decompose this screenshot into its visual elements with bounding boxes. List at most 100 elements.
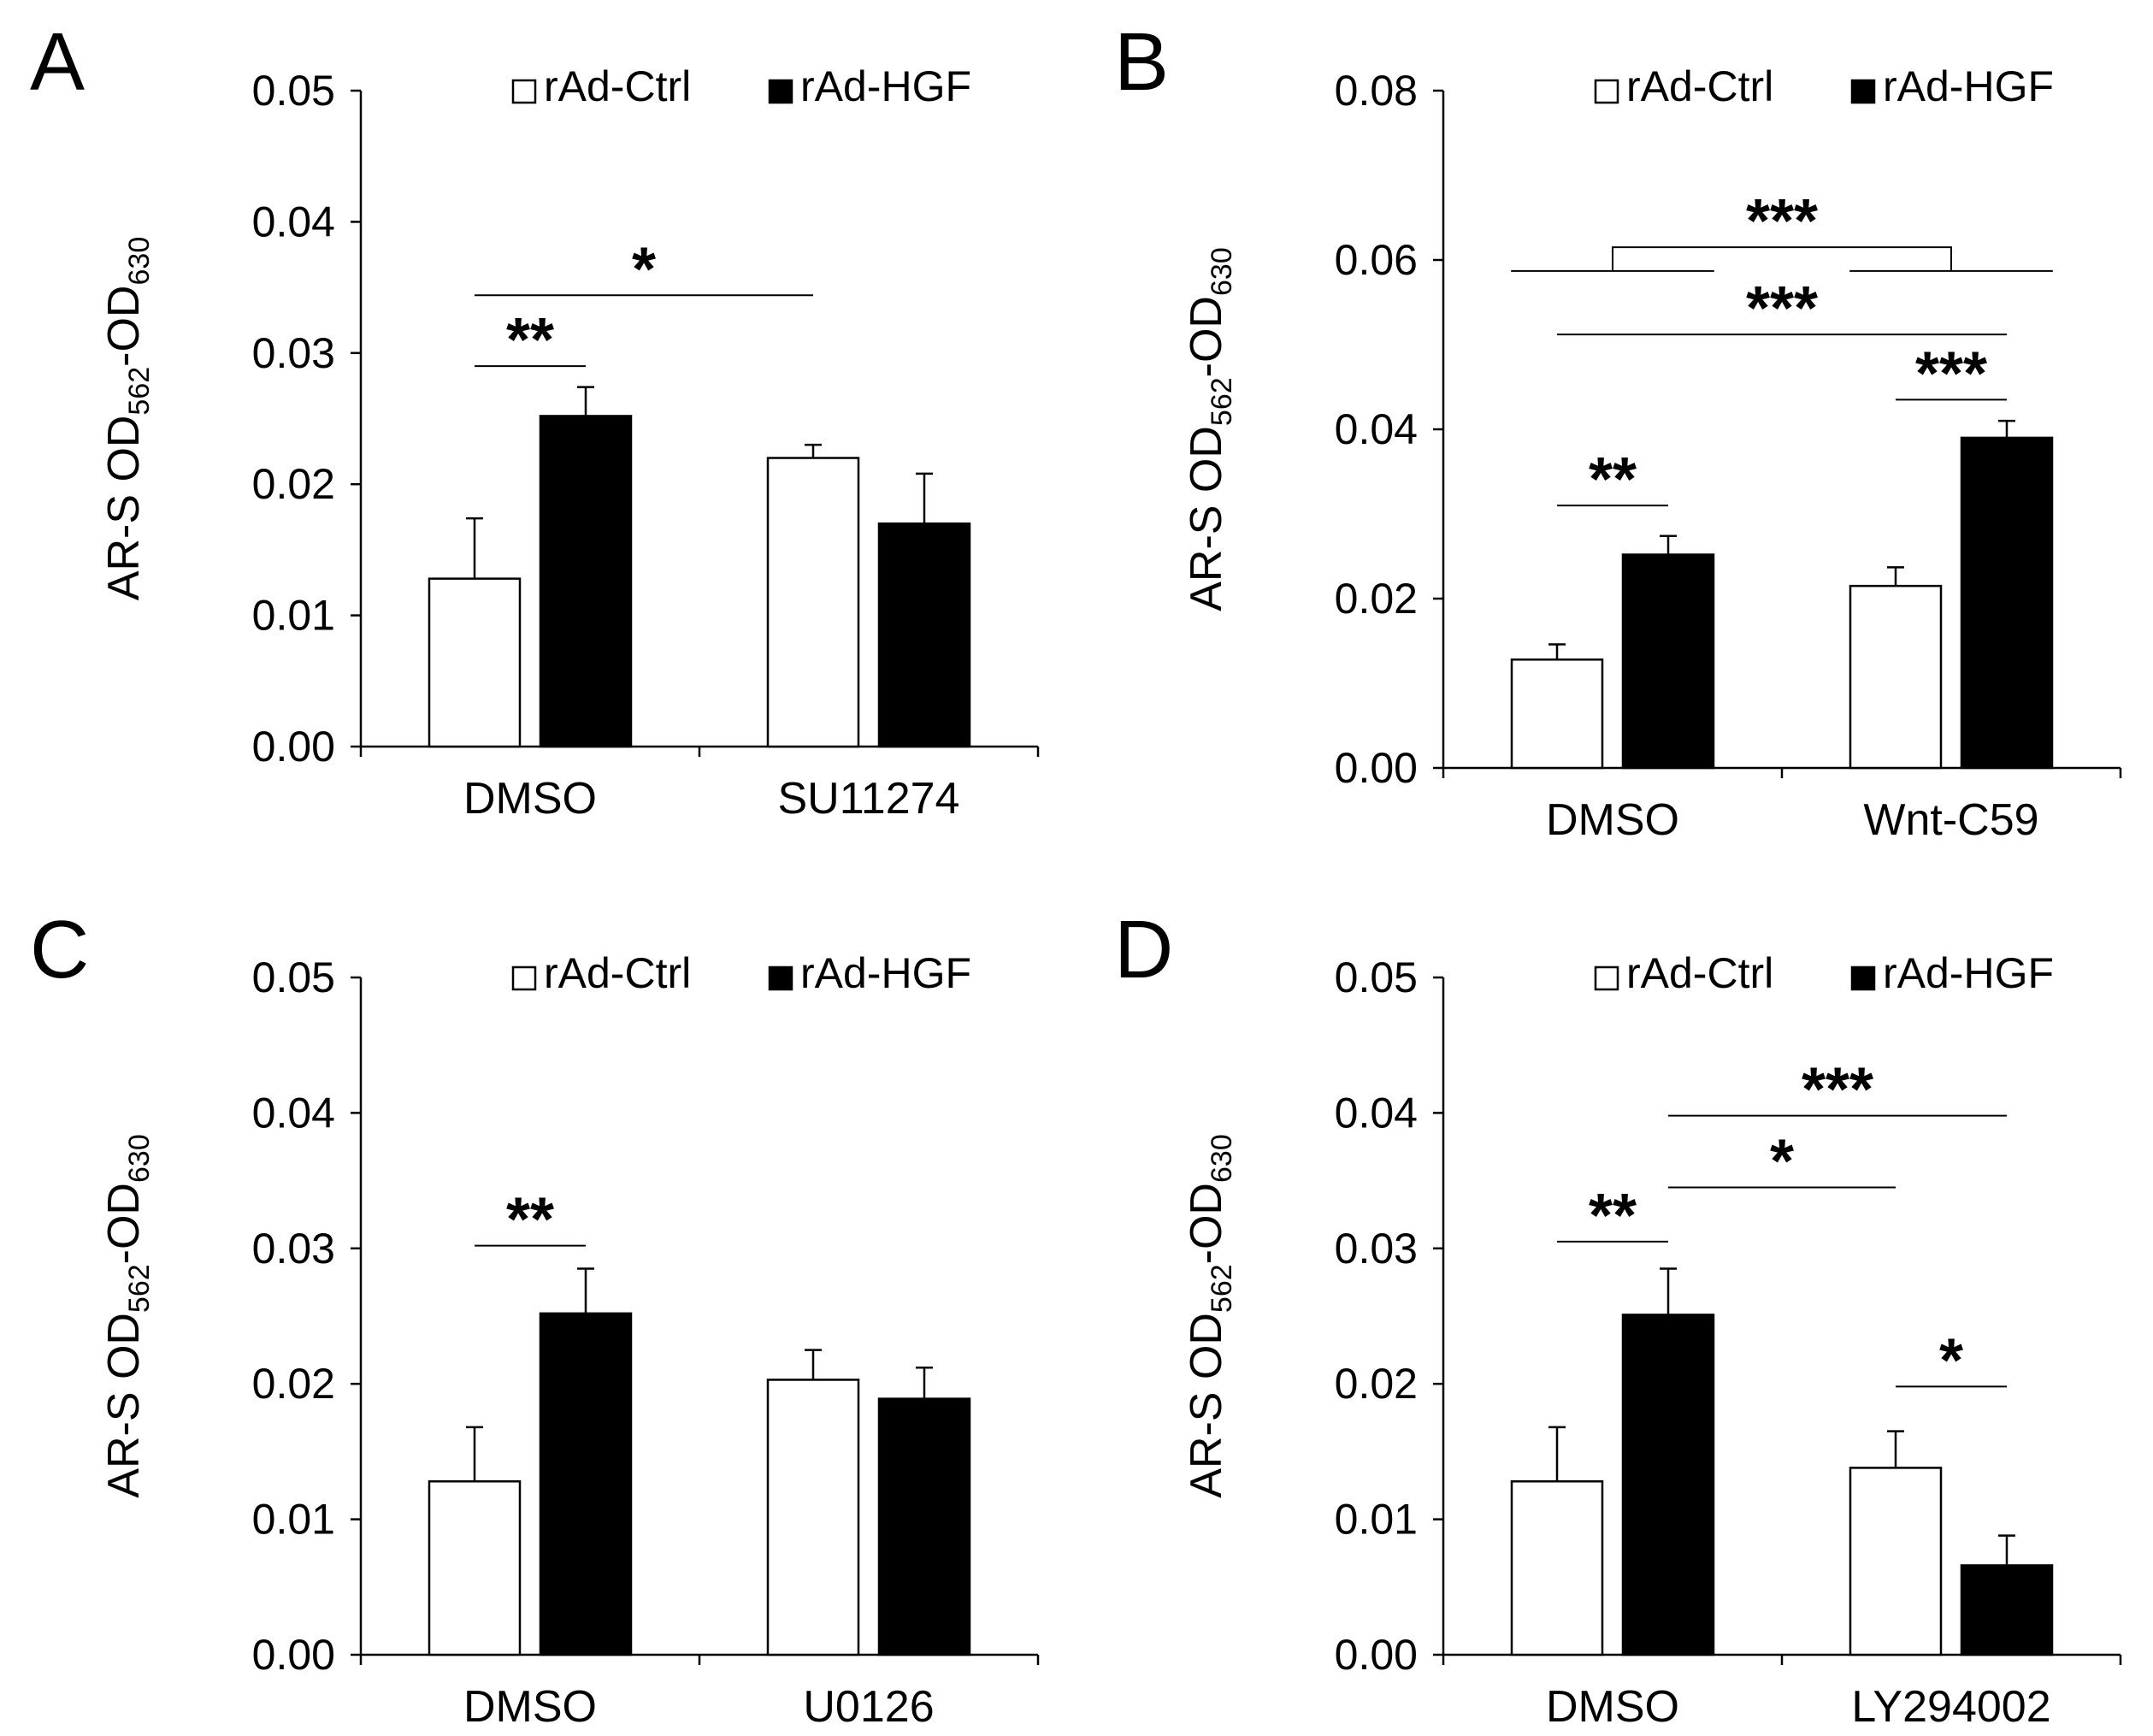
x-tick-label: Wnt-C59 [1863, 795, 2038, 845]
legend-label: rAd-HGF [800, 949, 971, 997]
bar-rad-ctrl-dmso [428, 577, 522, 748]
y-axis-label-sub1: 562 [123, 1264, 156, 1313]
legend-label: rAd-Ctrl [1626, 62, 1773, 110]
bar-rad-ctrl-dmso [1510, 1479, 1604, 1656]
significance-bracket [1612, 246, 1952, 271]
y-axis-label-main: AR-S OD [99, 416, 149, 601]
y-axis-label-mid: -OD [99, 285, 149, 366]
y-tick-label: 0.02 [1335, 1360, 1418, 1408]
y-axis-label-mid: -OD [1182, 1183, 1231, 1264]
significance-label: *** [1802, 1056, 1873, 1125]
y-tick-label: 0.01 [252, 1496, 335, 1544]
bar-rad-ctrl-ly294002 [1849, 1467, 1943, 1656]
legend: rAd-Ctrl rAd-HGF [511, 62, 971, 110]
significance-label: * [1939, 1326, 1963, 1395]
x-tick-label: DMSO [1546, 1682, 1679, 1732]
chart-panel-d: D 0.00 0.01 0.02 0.03 0.04 0.05 DMSO LY294002 AR-… [1114, 904, 2122, 1732]
y-tick-label: 0.01 [1335, 1496, 1418, 1544]
significance-label: * [1770, 1128, 1794, 1196]
bar-rad-ctrl-u0126 [766, 1379, 860, 1656]
y-axis-label-sub1: 562 [1206, 1264, 1238, 1313]
y-tick-label: 0.04 [252, 1089, 335, 1137]
y-axis-label-sub2: 630 [123, 237, 156, 286]
bar-rad-ctrl-wnt-c59 [1849, 584, 1943, 770]
y-axis-label-main: AR-S OD [1182, 1313, 1231, 1498]
legend: rAd-Ctrl rAd-HGF [511, 949, 971, 997]
y-tick-label: 0.08 [1335, 67, 1418, 115]
bar-rad-ctrl-dmso [1510, 658, 1604, 770]
legend-swatch-rad-hgf [768, 965, 793, 991]
bar-rad-hgf-dmso [539, 1312, 633, 1656]
x-tick-label: SU11274 [778, 774, 960, 824]
y-tick-label: 0.01 [252, 592, 335, 640]
y-tick-label: 0.03 [252, 329, 335, 377]
legend-swatch-rad-ctrl [1594, 965, 1619, 991]
y-tick-label: 0.02 [1335, 575, 1418, 623]
bar-rad-hgf-wnt-c59 [1960, 436, 2054, 770]
bar-rad-hgf-su11274 [877, 522, 971, 748]
y-axis-label-main: AR-S OD [1182, 426, 1231, 611]
legend-swatch-rad-hgf [768, 79, 793, 104]
bar-rad-hgf-u0126 [877, 1397, 971, 1656]
y-axis-label-sub2: 630 [1206, 247, 1238, 296]
panel-label: B [1114, 16, 1169, 108]
y-tick-label: 0.03 [252, 1225, 335, 1272]
y-axis-label: AR-S OD562-OD630 [99, 237, 156, 600]
legend-swatch-rad-ctrl [511, 79, 537, 104]
significance-label: ** [506, 1186, 554, 1255]
x-tick-label: DMSO [463, 1682, 597, 1732]
y-tick-label: 0.06 [1335, 236, 1418, 284]
y-axis-label-main: AR-S OD [99, 1313, 149, 1498]
y-tick-label: 0.00 [1335, 1631, 1418, 1679]
legend: rAd-Ctrl rAd-HGF [1594, 62, 2054, 110]
significance-label: *** [1746, 275, 1818, 343]
y-axis-label-sub1: 562 [123, 367, 156, 416]
y-tick-label: 0.00 [252, 723, 335, 771]
y-tick-label: 0.00 [1335, 744, 1418, 792]
legend-swatch-rad-ctrl [1594, 79, 1619, 104]
bar-rad-ctrl-su11274 [766, 457, 860, 748]
bar-rad-hgf-dmso [539, 415, 633, 748]
bar-rad-hgf-dmso [1621, 553, 1715, 770]
y-axis-label: AR-S OD562-OD630 [99, 1134, 156, 1497]
significance-label: *** [1746, 187, 1818, 256]
significance-label: * [632, 235, 656, 304]
x-tick-label: DMSO [463, 774, 597, 824]
chart-panel-c: C 0.00 0.01 0.02 0.03 0.04 0.05 DMSO U0126 AR-S O… [30, 904, 1040, 1732]
y-tick-label: 0.02 [252, 1360, 335, 1408]
y-axis-label: AR-S OD562-OD630 [1182, 247, 1238, 611]
bar-rad-ctrl-dmso [428, 1479, 522, 1656]
y-tick-label: 0.05 [252, 954, 335, 1001]
y-tick-label: 0.05 [1335, 954, 1418, 1001]
panel-label: C [30, 904, 89, 995]
y-tick-label: 0.04 [252, 198, 335, 245]
legend-label: rAd-HGF [1883, 949, 2054, 997]
legend-label: rAd-HGF [1883, 62, 2054, 110]
significance-label: *** [1915, 340, 1987, 408]
y-axis-label-sub1: 562 [1206, 377, 1238, 426]
bar-rad-hgf-ly294002 [1960, 1564, 2054, 1656]
y-tick-label: 0.05 [252, 67, 335, 115]
y-axis-label-sub2: 630 [123, 1134, 156, 1183]
y-axis-label-sub2: 630 [1206, 1134, 1238, 1183]
x-tick-label: U0126 [803, 1682, 934, 1732]
y-axis-label: AR-S OD562-OD630 [1182, 1134, 1238, 1497]
legend-label: rAd-HGF [800, 62, 971, 110]
y-axis-label-mid: -OD [1182, 296, 1231, 377]
y-tick-label: 0.04 [1335, 405, 1418, 453]
legend-label: rAd-Ctrl [544, 62, 691, 110]
bar-rad-hgf-dmso [1621, 1314, 1715, 1656]
x-tick-label: DMSO [1546, 795, 1679, 845]
y-axis-label-mid: -OD [99, 1183, 149, 1264]
significance-label: ** [1589, 446, 1637, 514]
significance-label: ** [1589, 1182, 1637, 1250]
legend: rAd-Ctrl rAd-HGF [1594, 949, 2054, 997]
y-tick-label: 0.00 [252, 1631, 335, 1679]
y-tick-label: 0.03 [1335, 1225, 1418, 1272]
panel-label: A [30, 16, 85, 108]
panel-label: D [1114, 904, 1173, 995]
y-tick-label: 0.02 [252, 460, 335, 508]
chart-panel-b: B 0.00 0.02 0.04 0.06 0.08 DMSO Wnt-C59 AR-S OD5… [1114, 16, 2122, 845]
legend-swatch-rad-ctrl [511, 965, 537, 991]
